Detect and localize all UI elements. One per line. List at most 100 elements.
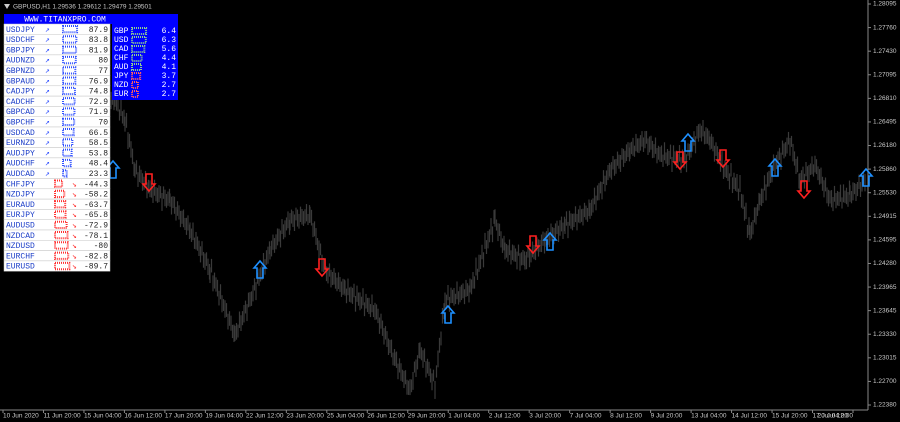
pair-name: EURCHF bbox=[6, 252, 35, 261]
pair-value: -58.2 bbox=[84, 191, 108, 200]
pair-strength-bar bbox=[62, 107, 76, 116]
time-label: 8 Jul 12:00 bbox=[610, 413, 642, 420]
pair-direction: ↗ bbox=[45, 170, 50, 179]
currency-value: 6.3 bbox=[162, 36, 177, 45]
pair-value: 70 bbox=[98, 118, 108, 127]
price-label: 1.27760 bbox=[873, 24, 897, 31]
pair-value: 66.5 bbox=[89, 129, 108, 138]
pair-value: 48.4 bbox=[89, 160, 108, 169]
pair-name: GBPNZD bbox=[6, 67, 35, 76]
pair-name: GBPCHF bbox=[6, 118, 35, 127]
pair-strength-bar bbox=[54, 261, 71, 271]
pair-value: 83.8 bbox=[89, 36, 108, 45]
pair-name: NZDUSD bbox=[6, 242, 35, 251]
pair-strength-bar bbox=[62, 97, 76, 106]
currency-strength-bar bbox=[131, 45, 146, 53]
currency-name: EUR bbox=[114, 90, 129, 99]
pair-value: -78.1 bbox=[84, 232, 108, 241]
buy-arrow bbox=[440, 304, 456, 324]
pair-direction: ↗ bbox=[45, 57, 50, 66]
pair-value: 87.9 bbox=[89, 26, 108, 35]
currency-value: 2.7 bbox=[162, 81, 177, 90]
price-label: 1.26495 bbox=[873, 119, 897, 126]
price-label: 1.25530 bbox=[873, 189, 897, 196]
time-label: 23 Jun 20:00 bbox=[286, 413, 324, 420]
pair-name: NZDJPY bbox=[6, 191, 35, 200]
time-label: 9 Jul 20:00 bbox=[651, 413, 683, 420]
pair-name: AUDNZD bbox=[6, 57, 35, 66]
pair-name: USDJPY bbox=[6, 26, 35, 35]
pair-name: EURNZD bbox=[6, 139, 35, 148]
buy-arrow bbox=[767, 157, 783, 177]
time-label: 26 Jun 12:00 bbox=[367, 413, 405, 420]
time-label: 19 Jun 04:00 bbox=[205, 413, 243, 420]
pair-strength-bar bbox=[62, 45, 78, 54]
time-label: 7 Jul 04:00 bbox=[570, 413, 602, 420]
pair-direction: ↗ bbox=[45, 108, 50, 117]
pair-direction: ↗ bbox=[45, 160, 50, 169]
pair-direction: ↗ bbox=[45, 26, 50, 35]
time-label: 17 Jun 20:00 bbox=[165, 413, 203, 420]
pair-name: GBPAUD bbox=[6, 77, 35, 86]
pair-value: -65.8 bbox=[84, 211, 108, 220]
pair-strength-bar bbox=[62, 117, 76, 126]
pair-direction: ↗ bbox=[45, 118, 50, 127]
pair-direction: ↗ bbox=[45, 139, 50, 148]
time-label: 15 Jul 20:00 bbox=[772, 413, 808, 420]
currency-value: 6.4 bbox=[162, 27, 177, 36]
currency-strength-bar bbox=[131, 72, 142, 80]
pair-strength-bar bbox=[54, 179, 64, 188]
currency-name: CAD bbox=[114, 45, 129, 54]
sell-arrow bbox=[141, 173, 157, 193]
pair-value: 58.5 bbox=[89, 139, 108, 148]
pair-direction: ↘ bbox=[72, 191, 77, 200]
pair-name: CADJPY bbox=[6, 88, 35, 97]
pair-value: -72.9 bbox=[84, 221, 108, 230]
time-label: 25 Jun 04:00 bbox=[327, 413, 365, 420]
time-label: 20 Jul 12:00 bbox=[818, 413, 854, 420]
currency-value: 5.6 bbox=[162, 45, 177, 54]
currency-strength-bar bbox=[131, 63, 143, 71]
time-label: 29 Jun 20:00 bbox=[408, 413, 446, 420]
chart-header: GBPUSD,H1 1.29536 1.29612 1.29479 1.2950… bbox=[13, 4, 152, 11]
time-label: 10 Jun 2020 bbox=[3, 413, 39, 420]
pair-value: 77 bbox=[98, 67, 108, 76]
pair-direction: ↗ bbox=[45, 88, 50, 97]
pair-name: CHFJPY bbox=[6, 180, 35, 189]
pair-name: USDCAD bbox=[6, 129, 35, 138]
pair-strength-bar bbox=[54, 241, 69, 250]
time-label: 2 Jul 12:00 bbox=[489, 413, 521, 420]
currency-name: NZD bbox=[114, 81, 129, 90]
pair-name: EURUSD bbox=[6, 263, 35, 272]
price-label: 1.24280 bbox=[873, 260, 897, 267]
currency-name: CHF bbox=[114, 54, 129, 63]
pair-value: 74.8 bbox=[89, 88, 108, 97]
time-label: 3 Jul 20:00 bbox=[529, 413, 561, 420]
strength-table: GBP 6.4 USD 6.3 CAD 5.6 CHF 4.4 AUD 4.1 JPY 3.7 NZD 2… bbox=[114, 27, 176, 99]
panel-title: WWW.TITANXPRO.COM bbox=[24, 16, 106, 25]
pair-direction: ↘ bbox=[72, 242, 77, 251]
pair-strength-bar bbox=[62, 86, 76, 96]
price-label: 1.23965 bbox=[873, 284, 897, 291]
pair-strength-bar bbox=[62, 148, 73, 157]
pair-strength-bar bbox=[62, 128, 75, 137]
price-label: 1.23015 bbox=[873, 355, 897, 362]
pair-name: AUDCHF bbox=[6, 160, 35, 169]
signal-arrows bbox=[105, 132, 874, 324]
pair-name: EURAUD bbox=[6, 201, 35, 210]
pair-direction: ↗ bbox=[45, 98, 50, 107]
pair-value: -63.7 bbox=[84, 201, 108, 210]
sell-arrow bbox=[796, 180, 812, 200]
pair-direction: ↘ bbox=[72, 232, 77, 241]
pair-value: -82.8 bbox=[84, 252, 108, 261]
price-label: 1.23645 bbox=[873, 307, 897, 314]
time-label: 16 Jun 12:00 bbox=[124, 413, 162, 420]
currency-name: JPY bbox=[114, 72, 129, 81]
price-label: 1.25860 bbox=[873, 166, 897, 173]
price-label: 1.26180 bbox=[873, 142, 897, 149]
pair-strength-bar bbox=[54, 231, 69, 240]
pair-value: -80 bbox=[94, 242, 109, 251]
pair-direction: ↗ bbox=[45, 67, 50, 76]
time-label: 13 Jul 04:00 bbox=[691, 413, 727, 420]
